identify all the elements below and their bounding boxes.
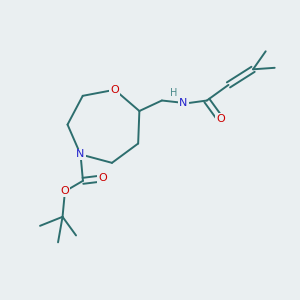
Text: H: H [170, 88, 178, 98]
Text: O: O [216, 114, 225, 124]
Text: O: O [98, 173, 107, 183]
Text: O: O [61, 186, 69, 196]
Text: N: N [76, 149, 85, 159]
Text: N: N [179, 98, 188, 108]
Text: O: O [110, 85, 119, 95]
